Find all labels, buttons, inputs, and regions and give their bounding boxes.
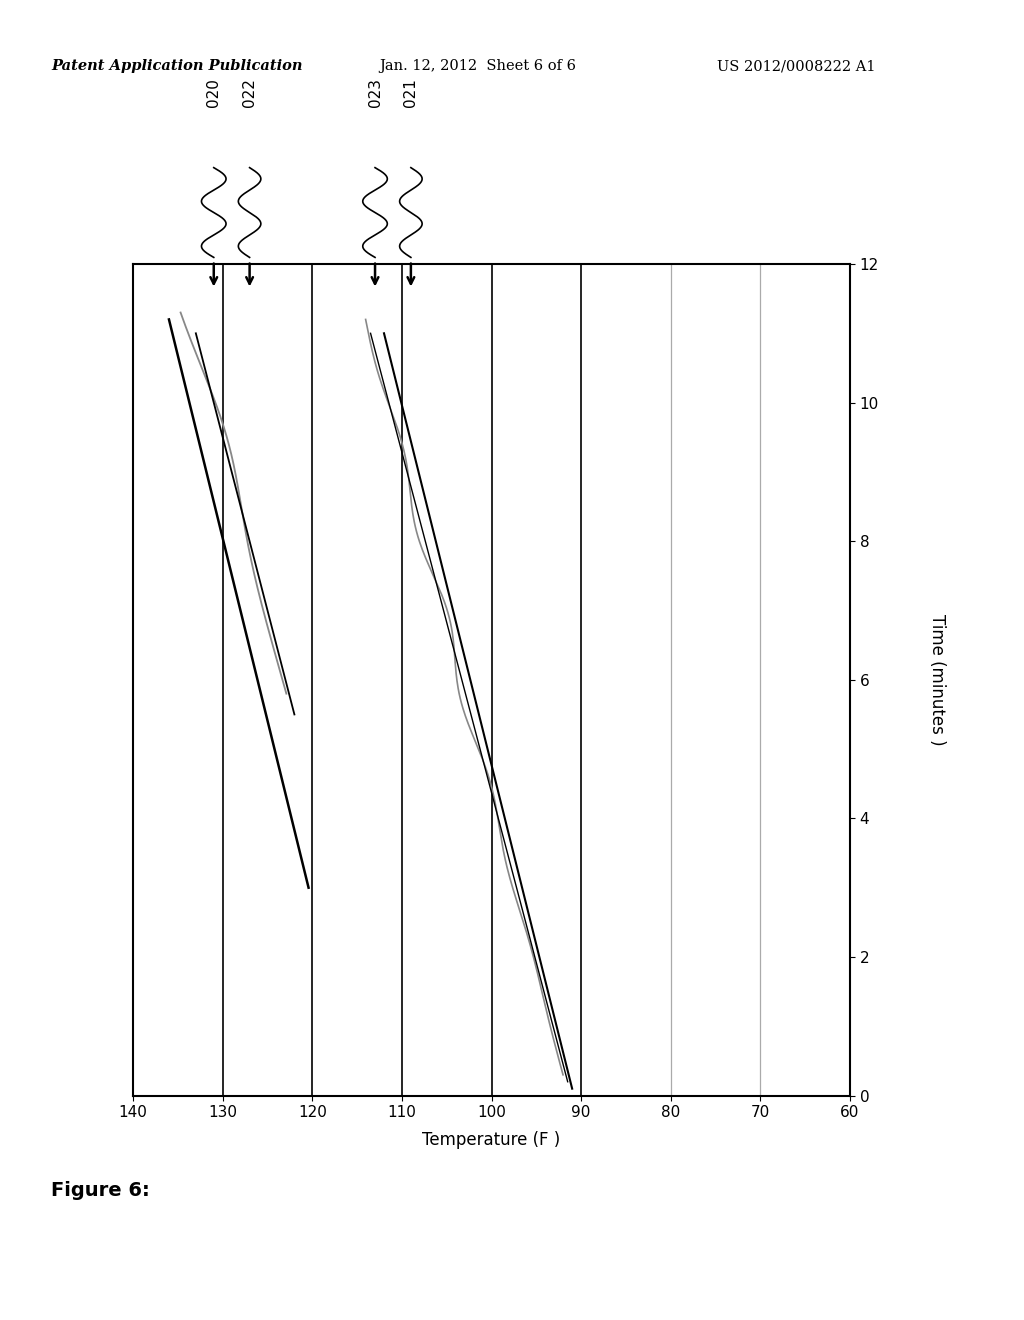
Y-axis label: Time (minutes ): Time (minutes ) [928,614,945,746]
Text: Figure 6:: Figure 6: [51,1181,150,1200]
Text: US 2012/0008222 A1: US 2012/0008222 A1 [717,59,876,74]
Text: Jan. 12, 2012  Sheet 6 of 6: Jan. 12, 2012 Sheet 6 of 6 [379,59,575,74]
Text: 020: 020 [206,78,221,107]
Text: Patent Application Publication: Patent Application Publication [51,59,303,74]
Text: 022: 022 [242,78,257,107]
Text: 021: 021 [403,78,419,107]
X-axis label: Temperature (F ): Temperature (F ) [422,1131,561,1150]
Text: 023: 023 [368,78,383,107]
